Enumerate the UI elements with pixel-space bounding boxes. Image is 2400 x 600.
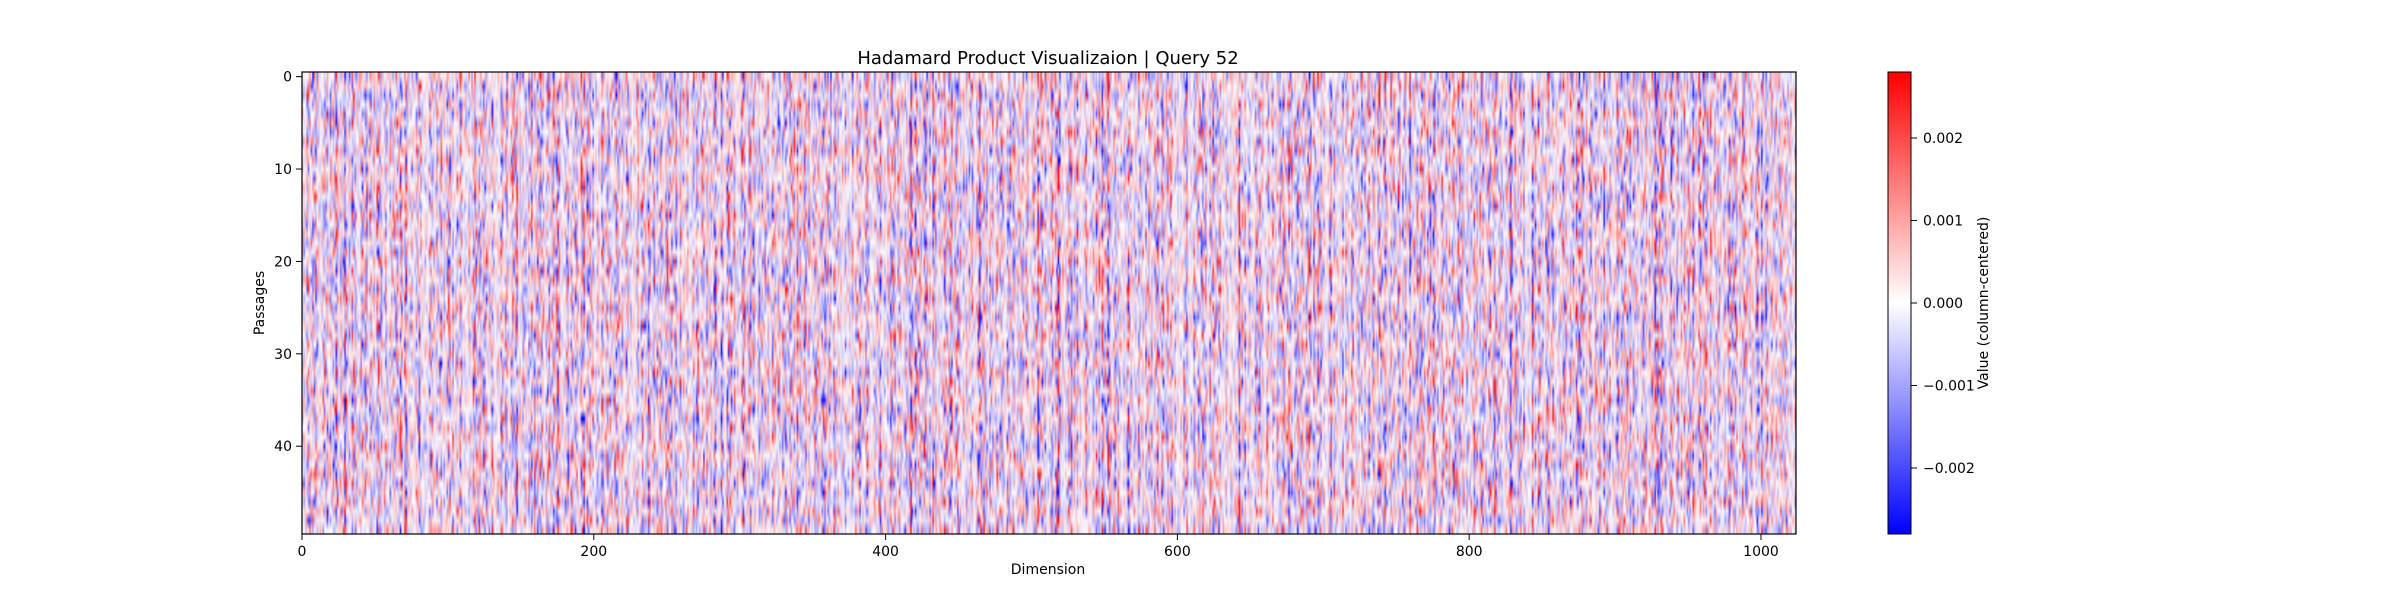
- colorbar-tick-label: −0.001: [1923, 379, 1975, 395]
- x-tick-label: 0: [298, 544, 307, 560]
- colorbar-tick-label: −0.002: [1923, 461, 1975, 477]
- x-tick-label: 400: [872, 544, 899, 560]
- y-tick-label: 40: [274, 439, 292, 455]
- y-tick-label: 20: [274, 254, 292, 270]
- y-axis: 0 10 20 30 40: [274, 70, 302, 455]
- colorbar-bar: [1887, 71, 1912, 535]
- x-axis-label: Dimension: [1011, 562, 1085, 578]
- y-tick-label: 10: [274, 162, 292, 178]
- x-tick-label: 800: [1456, 544, 1483, 560]
- x-tick-label: 200: [580, 544, 607, 560]
- colorbar-ticks: 0.002 0.001 0.000 −0.001 −0.002: [1911, 131, 1975, 477]
- y-axis-label: Passages: [252, 271, 268, 335]
- plot-frame: [301, 71, 1797, 535]
- colorbar-tick-label: 0.002: [1923, 131, 1963, 147]
- y-tick-label: 30: [274, 347, 292, 363]
- colorbar-tick-label: 0.001: [1923, 214, 1963, 230]
- x-tick-label: 600: [1164, 544, 1191, 560]
- heatmap-plot: [301, 71, 1797, 535]
- x-axis: 0 200 400 600 800 1000: [298, 534, 1779, 560]
- chart-title: Hadamard Product Visualizaion | Query 52: [857, 48, 1238, 69]
- colorbar-label: Value (column-centered): [1976, 217, 1992, 390]
- colorbar: 0.002 0.001 0.000 −0.001 −0.002 Value (colum…: [1887, 71, 1992, 535]
- x-tick-label: 1000: [1743, 544, 1779, 560]
- y-tick-label: 0: [283, 70, 292, 86]
- colorbar-tick-label: 0.000: [1923, 296, 1963, 312]
